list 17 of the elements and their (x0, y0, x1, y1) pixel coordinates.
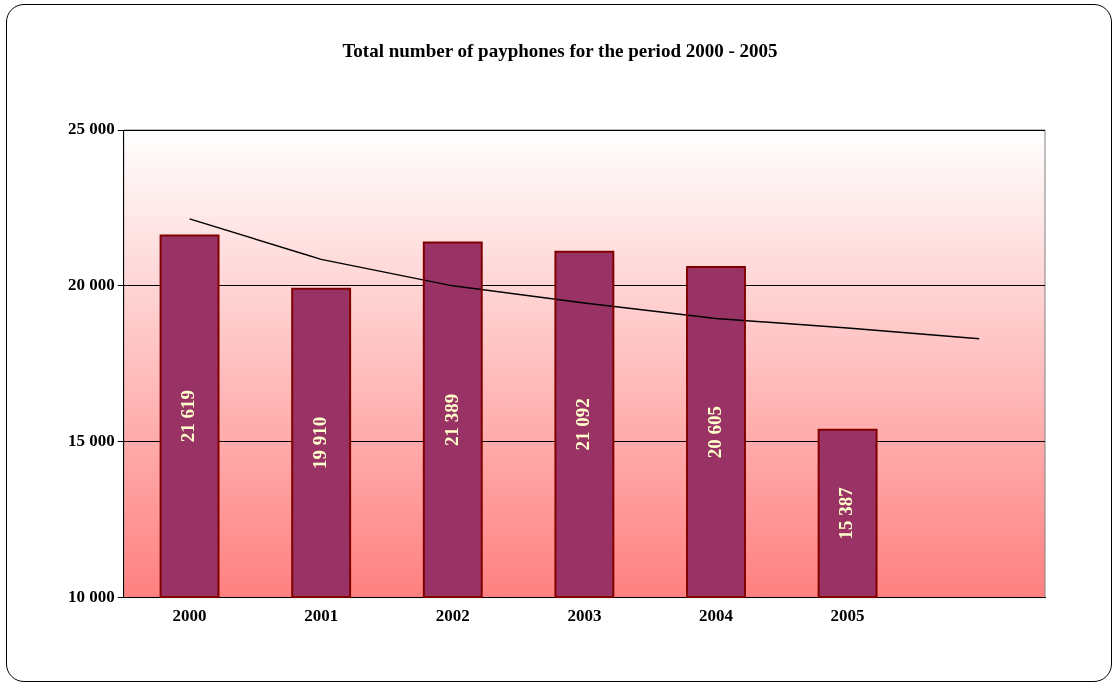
data-label: 21 389 (440, 393, 462, 446)
x-tick-label: 2002 (435, 606, 470, 626)
x-tick-label: 2003 (567, 606, 602, 626)
x-tick-label: 2004 (698, 606, 734, 626)
y-tick-label: 20 000 (68, 275, 115, 295)
data-label: 21 092 (572, 398, 594, 451)
x-tick-label: 2000 (172, 606, 207, 626)
chart-title: Total number of payphones for the period 2000 - 2005 (341, 40, 779, 62)
x-tick-label: 2001 (304, 606, 339, 626)
data-label: 21 619 (177, 390, 199, 443)
data-label: 20 605 (703, 405, 725, 459)
data-label: 15 387 (835, 486, 857, 540)
x-tick-label: 2005 (830, 606, 865, 626)
y-tick-label: 15 000 (68, 431, 115, 451)
data-label: 19 910 (309, 416, 331, 470)
y-tick-label: 25 000 (68, 119, 115, 139)
y-tick-label: 10 000 (68, 586, 115, 606)
